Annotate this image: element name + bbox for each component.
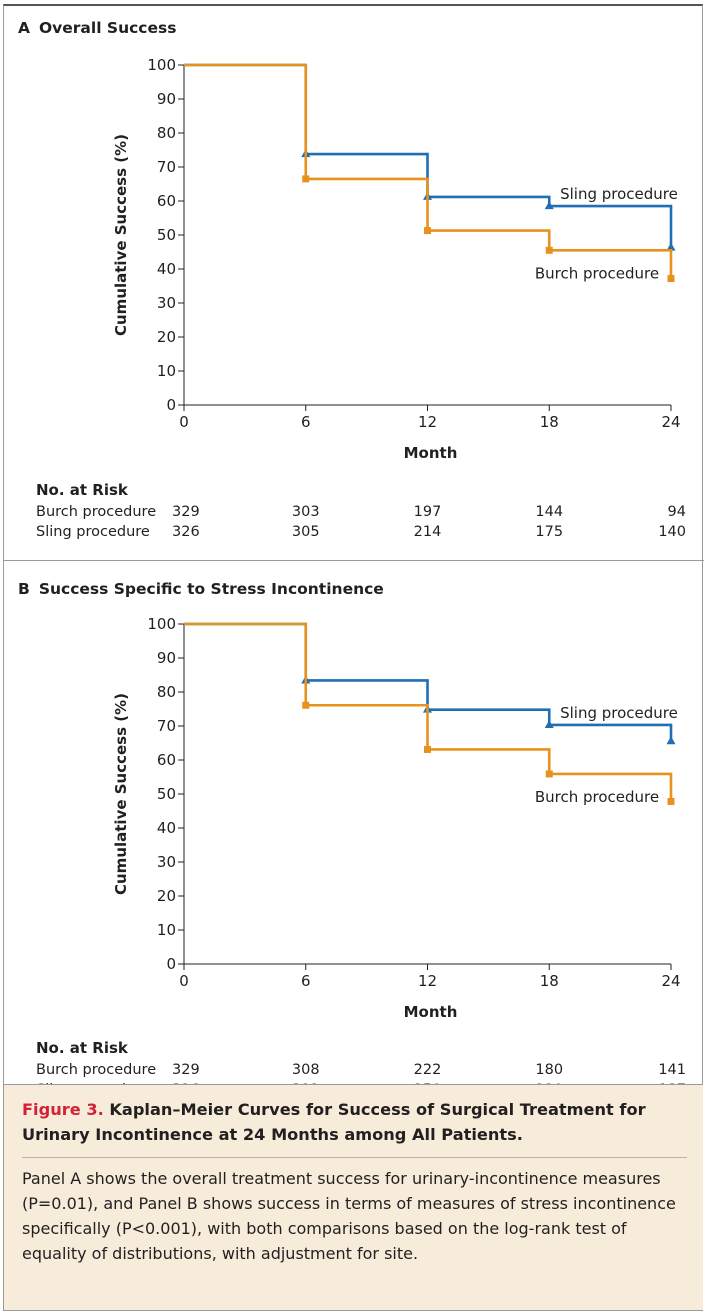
sling-marker: [544, 201, 554, 210]
risk-value: 329: [172, 504, 200, 520]
y-tick-label: 0: [166, 955, 176, 973]
x-tick-label: 0: [179, 972, 189, 990]
risk-value: 175: [535, 524, 563, 540]
y-tick-label: 30: [157, 853, 176, 871]
x-axis-title: Month: [404, 444, 458, 462]
y-tick-label: 10: [157, 362, 176, 380]
y-tick-label: 70: [157, 717, 176, 735]
y-tick-label: 60: [157, 192, 176, 210]
risk-value: 303: [292, 504, 320, 520]
y-tick-label: 40: [157, 819, 176, 837]
figure-number: Figure 3.: [22, 1100, 104, 1119]
risk-value: 180: [535, 1062, 563, 1078]
y-tick-label: 50: [157, 226, 176, 244]
x-tick-label: 24: [661, 972, 680, 990]
x-tick-label: 24: [661, 413, 680, 431]
y-tick-label: 90: [157, 649, 176, 667]
risk-value: 214: [414, 524, 442, 540]
x-tick-label: 18: [540, 972, 559, 990]
burch-marker: [545, 246, 553, 254]
burch-marker: [667, 275, 675, 283]
panel-title-text: Overall Success: [39, 19, 176, 37]
x-tick-label: 6: [301, 972, 311, 990]
y-tick-label: 50: [157, 785, 176, 803]
y-tick-label: 40: [157, 260, 176, 278]
y-axis-title: Cumulative Success (%): [112, 693, 130, 895]
chart-b: B Success Specific to Stress Incontinence…: [18, 580, 686, 1098]
burch-marker: [424, 745, 431, 753]
risk-value: 144: [535, 504, 563, 520]
risk-value: 326: [172, 524, 200, 540]
y-tick-label: 70: [157, 158, 176, 176]
y-tick-label: 10: [157, 921, 176, 939]
burch-marker: [667, 797, 675, 805]
y-tick-label: 20: [157, 887, 176, 905]
figure-frame: [3, 4, 703, 1311]
x-tick-label: 12: [418, 413, 437, 431]
y-tick-label: 20: [157, 328, 176, 346]
risk-value: 222: [414, 1062, 442, 1078]
y-tick-label: 90: [157, 90, 176, 108]
caption-title: Figure 3. Kaplan–Meier Curves for Succes…: [22, 1097, 687, 1147]
y-tick-label: 60: [157, 751, 176, 769]
risk-table-header: No. at Risk: [36, 1039, 129, 1057]
risk-value: 329: [172, 1062, 200, 1078]
panel-a: A Overall Success 0 10 20 30 40 50 60 70 80 90 100 0 6…: [4, 6, 704, 560]
sling-marker: [666, 736, 676, 745]
panel-letter: A: [18, 19, 30, 37]
risk-row-label: Burch procedure: [36, 1062, 156, 1078]
risk-value: 141: [658, 1062, 686, 1078]
burch-label: Burch procedure: [535, 788, 659, 806]
risk-row-label: Sling procedure: [36, 524, 150, 540]
y-tick-label: 30: [157, 294, 176, 312]
burch-marker: [424, 227, 431, 235]
risk-value: 94: [668, 504, 686, 520]
chart-a: A Overall Success 0 10 20 30 40 50 60 70 80 90 100 0 6…: [18, 19, 686, 540]
caption-body: Panel A shows the overall treatment succ…: [22, 1169, 676, 1263]
burch-marker: [302, 701, 310, 709]
panel-title: A Overall Success: [18, 19, 176, 37]
x-tick-label: 18: [540, 413, 559, 431]
caption-divider: [22, 1157, 687, 1158]
burch-marker: [545, 770, 553, 778]
panel-title-text: Success Specific to Stress Incontinence: [39, 580, 384, 598]
y-tick-label: 0: [166, 396, 176, 414]
risk-value: 305: [292, 524, 320, 540]
panel-b: B Success Specific to Stress Incontinence…: [4, 560, 704, 1098]
risk-row-label: Burch procedure: [36, 504, 156, 520]
x-tick-label: 12: [418, 972, 437, 990]
figure-caption: Figure 3. Kaplan–Meier Curves for Succes…: [4, 1084, 703, 1310]
panel-letter: B: [18, 580, 30, 598]
y-axis-title: Cumulative Success (%): [112, 134, 130, 336]
y-tick-label: 80: [157, 683, 176, 701]
panel-title: B Success Specific to Stress Incontinence: [18, 580, 384, 598]
sling-label: Sling procedure: [560, 185, 678, 203]
sling-marker: [666, 242, 676, 251]
burch-label: Burch procedure: [535, 264, 659, 282]
caption-title-text: Kaplan–Meier Curves for Success of Surgi…: [22, 1100, 646, 1144]
y-tick-label: 80: [157, 124, 176, 142]
y-tick-label: 100: [147, 615, 176, 633]
burch-marker: [302, 175, 310, 183]
y-tick-label: 100: [147, 56, 176, 74]
risk-value: 197: [414, 504, 442, 520]
sling-marker: [544, 719, 554, 728]
risk-value: 140: [658, 524, 686, 540]
x-tick-label: 0: [179, 413, 189, 431]
sling-label: Sling procedure: [560, 704, 678, 722]
x-axis-title: Month: [404, 1003, 458, 1021]
risk-value: 308: [292, 1062, 320, 1078]
risk-table-header: No. at Risk: [36, 481, 129, 499]
x-tick-label: 6: [301, 413, 311, 431]
